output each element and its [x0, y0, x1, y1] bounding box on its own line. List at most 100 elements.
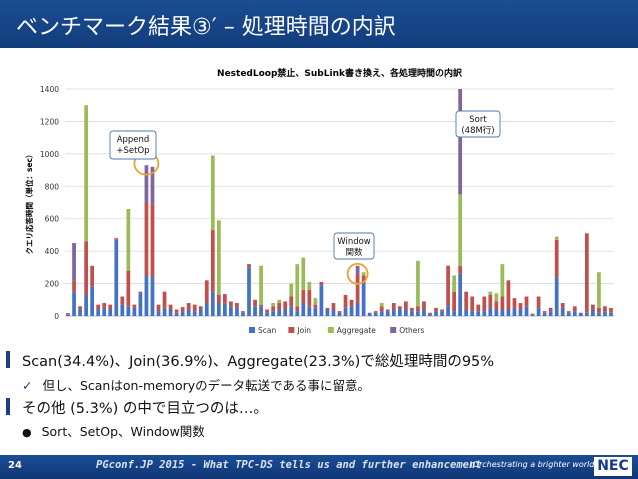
bar-scan-78	[536, 307, 541, 316]
bar-join-68	[476, 304, 481, 312]
bar-scan-63	[446, 306, 450, 316]
bar-aggregate-38	[295, 264, 300, 307]
bar-join-10	[126, 270, 131, 307]
bar-scan-0	[66, 314, 70, 316]
bar-join-88	[597, 307, 601, 313]
page-number: 24	[8, 460, 22, 471]
bar-aggregate-39	[301, 257, 306, 291]
bar-scan-58	[416, 311, 420, 316]
bar-join-80	[548, 307, 553, 312]
bar-aggregate-72	[500, 264, 505, 297]
bar-scan-16	[162, 307, 167, 316]
bar-scan-67	[470, 311, 475, 316]
bar-scan-72	[500, 309, 505, 316]
bar-scan-17	[168, 309, 173, 316]
bar-join-11	[132, 304, 137, 308]
legend-label-aggregate: Aggregate	[337, 326, 376, 335]
nec-logo: NEC	[594, 457, 632, 476]
bar-join-69	[482, 296, 487, 312]
bar-scan-36	[283, 309, 288, 316]
bar-join-8	[114, 238, 119, 240]
bar-join-72	[500, 296, 505, 310]
bar-others-48	[355, 265, 360, 274]
bar-join-49	[361, 275, 366, 284]
bar-scan-40	[307, 306, 312, 316]
bar-scan-1	[72, 291, 76, 316]
bar-join-45	[337, 311, 342, 313]
bar-aggregate-24	[210, 155, 215, 231]
bar-scan-68	[476, 311, 481, 316]
bar-scan-13	[144, 275, 149, 316]
bar-join-56	[403, 301, 408, 310]
bar-aggregate-65	[458, 194, 463, 266]
bar-scan-8	[114, 239, 119, 316]
dot-icon: ●	[22, 426, 32, 439]
bar-join-1	[72, 280, 76, 292]
bar-scan-11	[132, 307, 137, 316]
bar-scan-42	[319, 285, 324, 316]
chart-title: NestedLoop禁止、SubLink書き換え、各処理時間の内訳	[217, 67, 463, 79]
subbullet-1-text: 但し、Scanはon-memoryのデータ転送である事に留意。	[42, 378, 371, 393]
bar-scan-29	[241, 312, 245, 316]
bullet-bar-2	[6, 398, 10, 415]
bar-join-16	[162, 291, 167, 308]
bar-scan-60	[428, 314, 432, 316]
bar-scan-66	[464, 309, 469, 316]
bar-scan-43	[325, 309, 330, 316]
bar-scan-50	[367, 312, 372, 316]
bar-scan-89	[603, 311, 607, 316]
bar-join-62	[440, 309, 444, 312]
bar-scan-62	[440, 311, 444, 316]
bar-scan-80	[548, 311, 553, 316]
bar-scan-9	[120, 304, 125, 316]
bar-aggregate-49	[361, 272, 366, 276]
bar-scan-19	[180, 311, 185, 316]
y-tick-label-0: 0	[54, 312, 59, 321]
bar-join-13	[144, 202, 149, 276]
bar-aggregate-41	[313, 298, 318, 305]
bar-scan-65	[458, 273, 463, 316]
bar-join-21	[192, 304, 197, 312]
bar-join-70	[488, 294, 493, 308]
bar-scan-61	[434, 311, 438, 316]
bar-join-42	[319, 281, 324, 286]
bullet-1: Scan(34.4%)、Join(36.9%)、Aggregate(23.3%)…	[22, 354, 495, 370]
bar-scan-83	[566, 312, 571, 316]
bar-join-46	[343, 294, 348, 308]
annotation-text-2-1: (48M行)	[461, 125, 494, 136]
bar-join-7	[108, 304, 113, 310]
bar-join-23	[204, 280, 209, 304]
bar-aggregate-70	[488, 291, 493, 295]
bar-join-65	[458, 265, 463, 274]
legend-label-scan: Scan	[258, 326, 276, 335]
bar-join-39	[301, 290, 306, 304]
bar-join-17	[168, 304, 173, 310]
bullet-2: その他 (5.3%) の中で目立つのは…。	[22, 401, 268, 417]
y-tick-label-1: 200	[45, 280, 60, 289]
bar-join-58	[416, 306, 420, 312]
annotation-text-0-1: +SetOp	[116, 146, 149, 156]
y-tick-label-3: 600	[45, 215, 60, 224]
bar-scan-46	[343, 307, 348, 316]
bar-join-87	[591, 304, 595, 310]
bar-join-73	[506, 280, 511, 310]
bar-others-13	[144, 165, 149, 203]
bar-scan-27	[229, 306, 233, 316]
bar-others-14	[150, 166, 155, 205]
bar-scan-7	[108, 309, 113, 316]
bar-join-29	[241, 311, 245, 313]
title-bar: ベンチマーク結果③′ – 処理時間の内訳	[0, 0, 638, 48]
bar-scan-87	[591, 309, 595, 316]
bar-join-89	[603, 306, 607, 312]
legend-label-others: Others	[399, 326, 424, 335]
bar-join-25	[216, 294, 221, 304]
bar-scan-81	[554, 277, 559, 316]
bar-join-40	[307, 290, 312, 307]
bar-scan-4	[90, 286, 95, 316]
bar-aggregate-52	[379, 303, 384, 307]
bar-scan-22	[198, 309, 203, 316]
bar-scan-26	[223, 303, 227, 316]
bar-scan-33	[265, 312, 269, 316]
bar-join-38	[295, 306, 300, 312]
bar-join-12	[138, 291, 143, 294]
